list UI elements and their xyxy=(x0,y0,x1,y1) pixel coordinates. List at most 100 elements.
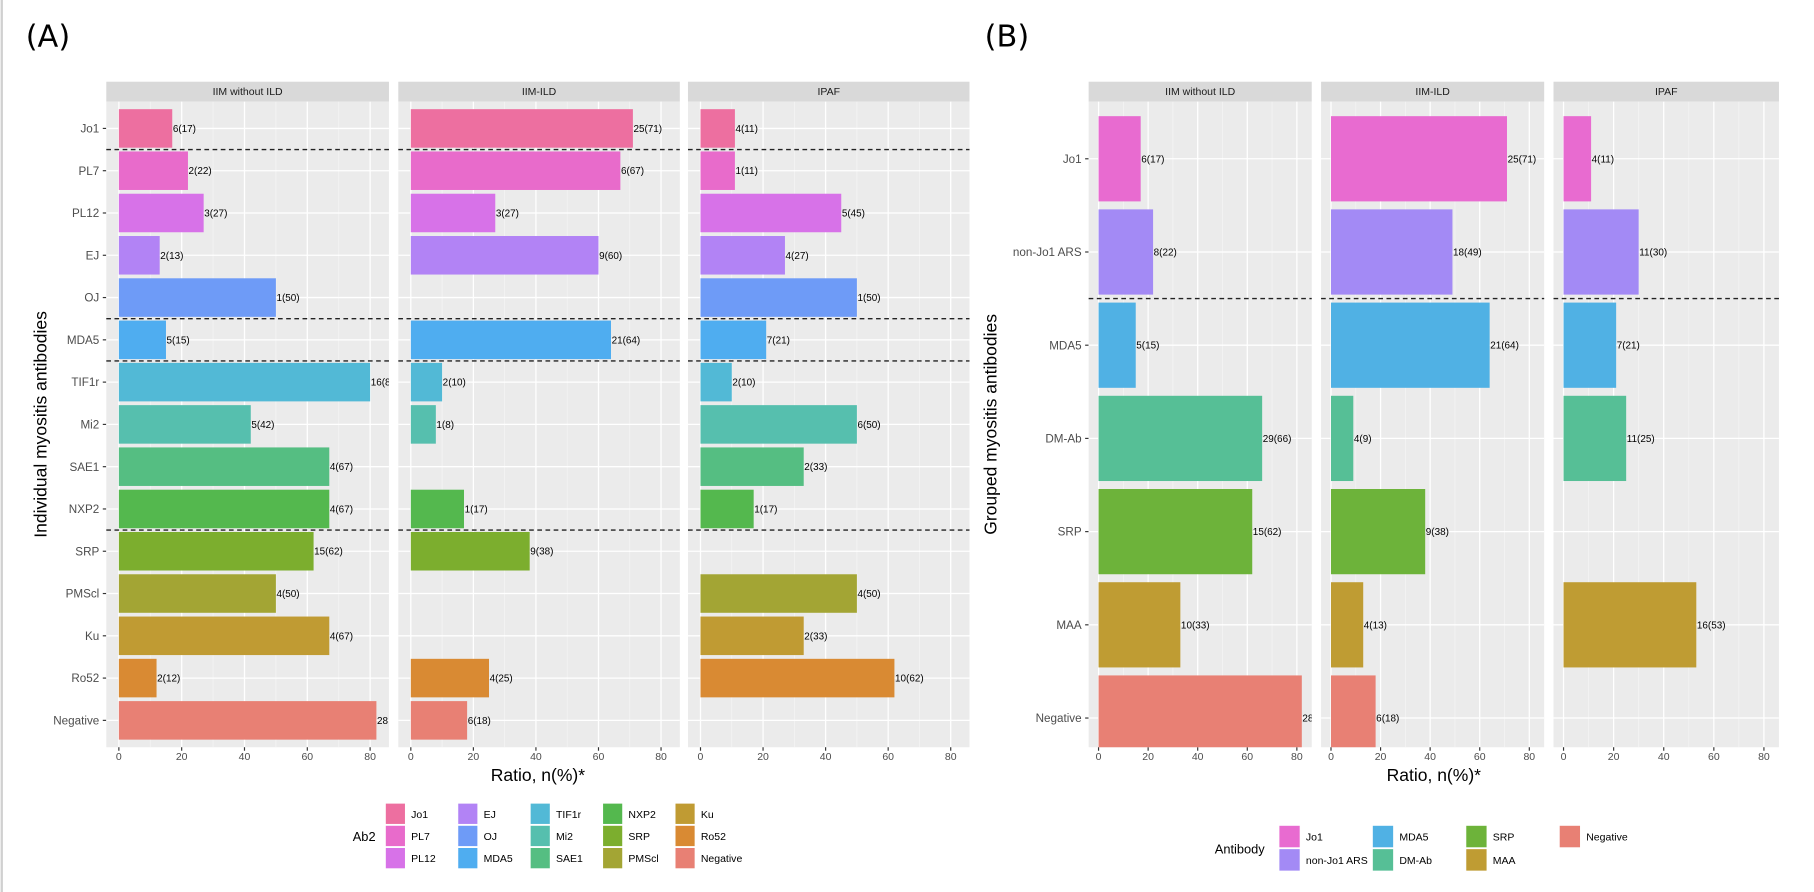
facet-iim-without-ild: IIM without ILD 0 20 40 60 80 6(17) 2(22) 3(27) 2… xyxy=(106,81,389,763)
facet-strip-label: IPAF xyxy=(817,86,840,98)
bar-mda5 xyxy=(118,320,166,360)
data-label: 1(50) xyxy=(857,293,880,304)
bar-mda5 xyxy=(1098,302,1136,388)
bar-srp xyxy=(1330,489,1426,575)
legend-label: PL7 xyxy=(411,831,430,843)
x-tick-label: 0 xyxy=(408,751,414,763)
data-label: 4(67) xyxy=(330,462,353,473)
facet-ipaf: IPAF 0 20 40 60 80 4(11) 11(30) 7(21) 11(25) 16(53… xyxy=(1553,81,1779,763)
data-label: 5(15) xyxy=(1136,341,1159,352)
bar-nxp2 xyxy=(118,489,330,529)
data-label: 9(38) xyxy=(530,547,553,558)
data-label: 11(30) xyxy=(1639,247,1667,258)
legend-label: Negative xyxy=(1586,832,1628,844)
y-axis-title: Individual myositis antibodies xyxy=(31,311,51,538)
x-tick-label: 40 xyxy=(239,751,251,763)
data-label: 2(33) xyxy=(804,631,827,642)
data-label: 8(22) xyxy=(1154,247,1177,258)
facet-strip-label: IIM-ILD xyxy=(522,86,557,98)
bar-pl12 xyxy=(700,193,842,233)
bar-mi2 xyxy=(700,405,857,444)
bar-pl12 xyxy=(118,193,204,233)
legend-swatch xyxy=(1559,825,1581,848)
legend-label: TIF1r xyxy=(556,809,582,821)
data-label: 29(66) xyxy=(1263,434,1292,445)
y-tick-label-oj: OJ xyxy=(84,292,99,305)
data-label: 1(17) xyxy=(754,504,777,515)
facet-strip xyxy=(687,81,970,102)
y-tick-label-pl12: PL12 xyxy=(72,207,99,220)
x-axis-title: Ratio, n(%)* xyxy=(1387,765,1482,785)
facet-iim-without-ild: IIM without ILD 0 20 40 60 80 6(17) 8(22) 5(15) 2… xyxy=(1088,81,1314,763)
legend-label: non-Jo1 ARS xyxy=(1306,855,1368,867)
x-tick-label: 80 xyxy=(655,751,667,763)
data-label: 28 xyxy=(377,716,389,727)
legend-swatch xyxy=(529,802,551,825)
data-label: 5(45) xyxy=(842,208,865,219)
y-tick-label-dm-ab: DM-Ab xyxy=(1045,432,1081,445)
legend-item-non-jo1-ars: non-Jo1 ARS xyxy=(1278,848,1368,872)
legend: Ab2 Jo1 PL7 PL12 EJ OJ MDA5 TIF1r Mi2 SAE1 NXP2 SRP… xyxy=(353,802,742,869)
legend-label: OJ xyxy=(484,831,497,843)
x-tick-label: 20 xyxy=(757,751,769,763)
x-tick-label: 20 xyxy=(1142,751,1154,763)
x-tick-label: 60 xyxy=(1474,751,1486,763)
legend-swatch xyxy=(529,825,551,847)
y-tick-label-tif1r: TIF1r xyxy=(71,376,99,389)
y-tick-label-jo1: Jo1 xyxy=(1063,153,1082,166)
bar-nxp2 xyxy=(700,489,754,529)
facet-strip xyxy=(1553,81,1779,102)
bar-jo1 xyxy=(1563,116,1592,202)
data-label: 15(62) xyxy=(1253,527,1282,538)
x-tick-label: 0 xyxy=(698,751,704,763)
legend-item-sae1: SAE1 xyxy=(529,847,583,869)
legend-swatch xyxy=(602,825,623,847)
x-tick-label: 0 xyxy=(1328,751,1334,763)
data-label: 18(49) xyxy=(1453,247,1482,258)
legend-swatch xyxy=(457,847,479,869)
bar-nxp2 xyxy=(410,489,464,529)
y-tick-label-pmscl: PMScl xyxy=(66,588,100,601)
data-label: 28 xyxy=(1302,714,1314,725)
legend-label: Ro52 xyxy=(701,831,726,843)
bar-non-jo1-ars xyxy=(1563,209,1639,295)
x-tick-label: 40 xyxy=(530,751,542,763)
legend-item-pl12: PL12 xyxy=(385,847,436,869)
facet-strip xyxy=(1321,81,1545,102)
legend-swatch xyxy=(1372,825,1394,848)
bar-ro52 xyxy=(118,658,157,698)
bar-ej xyxy=(118,236,160,275)
y-tick-label-srp: SRP xyxy=(75,545,99,558)
legend-label: Ku xyxy=(701,809,714,821)
x-tick-label: 40 xyxy=(1424,751,1436,763)
y-tick-label-maa: MAA xyxy=(1056,619,1081,632)
legend-item-negative: Negative xyxy=(1559,825,1628,848)
data-label: 1(11) xyxy=(735,166,757,177)
legend-item-tif1r: TIF1r xyxy=(529,802,582,825)
data-label: 4(25) xyxy=(490,674,513,685)
legend-item-ku: Ku xyxy=(674,802,714,825)
legend-label: MDA5 xyxy=(1399,832,1428,844)
y-tick-label-ro52: Ro52 xyxy=(71,672,99,685)
legend-swatch xyxy=(602,847,623,869)
data-label: 4(27) xyxy=(786,251,809,262)
y-tick-label-srp: SRP xyxy=(1058,526,1082,539)
data-label: 2(10) xyxy=(732,378,755,389)
legend-label: EJ xyxy=(484,809,496,821)
bar-mi2 xyxy=(118,405,251,444)
bar-pmscl xyxy=(700,574,857,613)
bar-mda5 xyxy=(1330,302,1490,388)
x-tick-label: 80 xyxy=(1523,751,1535,763)
bar-oj xyxy=(118,278,276,317)
bar-oj xyxy=(700,278,857,317)
x-tick-label: 20 xyxy=(1608,751,1620,763)
data-label: 5(42) xyxy=(251,420,274,431)
legend-item-pl7: PL7 xyxy=(385,825,430,847)
y-axis-title: Grouped myositis antibodies xyxy=(980,314,1000,535)
bar-ej xyxy=(410,236,599,275)
bar-tif1r xyxy=(410,362,443,402)
data-label: 2(12) xyxy=(157,674,180,685)
y-tick-label-mda5: MDA5 xyxy=(67,334,99,347)
data-label: 25(71) xyxy=(633,124,662,135)
